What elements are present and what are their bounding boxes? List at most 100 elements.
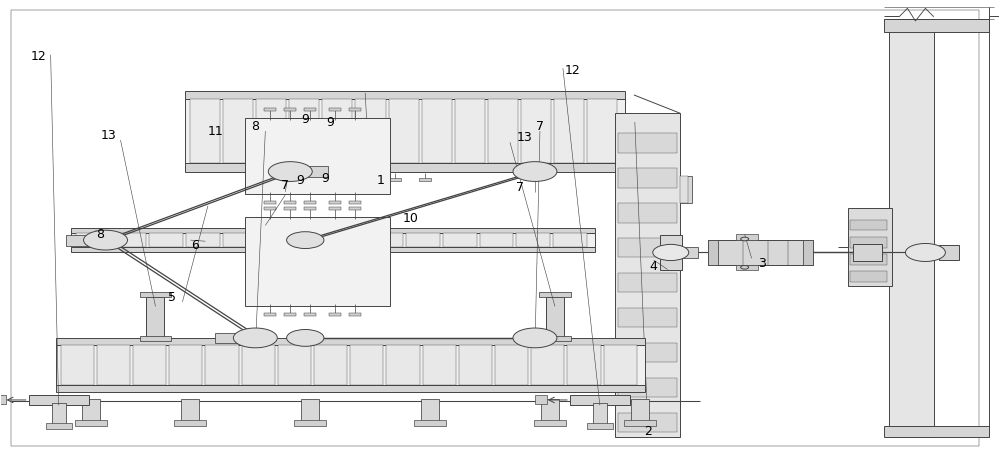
Bar xyxy=(46,423,72,429)
Bar xyxy=(304,313,316,316)
Bar xyxy=(284,108,296,111)
Bar xyxy=(301,400,319,421)
Text: 10: 10 xyxy=(402,212,418,225)
Bar xyxy=(215,332,237,343)
Bar xyxy=(205,345,239,385)
Bar xyxy=(264,207,276,210)
Bar xyxy=(296,233,330,247)
Bar xyxy=(329,108,341,111)
Bar xyxy=(56,338,645,345)
Bar xyxy=(149,233,183,247)
Bar xyxy=(682,247,698,258)
Bar xyxy=(631,400,649,421)
Bar xyxy=(406,233,440,247)
Circle shape xyxy=(653,244,689,261)
Text: 9: 9 xyxy=(296,174,304,187)
Bar xyxy=(884,426,989,437)
Bar xyxy=(604,345,637,385)
Bar xyxy=(223,99,253,163)
Bar xyxy=(303,166,328,177)
Bar xyxy=(66,235,88,245)
Bar xyxy=(618,308,677,327)
Bar xyxy=(186,233,220,247)
Bar xyxy=(71,228,595,233)
Bar xyxy=(245,118,390,194)
Text: 3: 3 xyxy=(758,257,766,270)
Bar xyxy=(736,235,758,240)
Circle shape xyxy=(741,237,749,241)
Bar xyxy=(71,233,595,247)
Bar xyxy=(708,240,718,265)
Bar xyxy=(75,420,107,426)
Bar xyxy=(680,176,692,203)
Bar xyxy=(76,233,109,247)
Bar xyxy=(349,108,361,111)
Bar xyxy=(355,99,386,163)
Bar xyxy=(294,420,326,426)
Bar xyxy=(535,396,547,404)
Bar xyxy=(414,420,446,426)
Bar xyxy=(245,216,390,306)
Bar xyxy=(618,343,677,363)
Text: 12: 12 xyxy=(31,51,47,64)
Text: 1: 1 xyxy=(376,174,384,187)
Bar xyxy=(541,400,559,421)
Bar xyxy=(553,233,587,247)
Text: 7: 7 xyxy=(516,181,524,194)
Bar xyxy=(570,396,630,405)
Bar xyxy=(259,233,293,247)
Bar xyxy=(850,271,887,282)
Bar xyxy=(736,265,758,271)
Bar xyxy=(29,396,89,405)
Bar xyxy=(587,423,613,429)
Circle shape xyxy=(513,328,557,348)
Bar xyxy=(539,292,571,298)
Bar xyxy=(329,201,341,204)
Bar xyxy=(140,292,171,298)
Bar xyxy=(304,201,316,204)
Text: 2: 2 xyxy=(644,425,652,438)
Bar xyxy=(386,345,420,385)
Bar xyxy=(680,176,688,203)
Bar xyxy=(624,420,656,426)
Bar xyxy=(660,235,682,270)
Bar xyxy=(546,298,564,338)
Bar xyxy=(284,207,296,210)
Text: 13: 13 xyxy=(517,131,533,144)
Bar xyxy=(71,247,595,253)
Bar xyxy=(256,99,286,163)
Bar xyxy=(419,178,431,181)
Bar xyxy=(349,207,361,210)
Bar xyxy=(539,336,571,341)
Circle shape xyxy=(513,161,557,181)
Text: 7: 7 xyxy=(536,120,544,133)
Bar xyxy=(264,201,276,204)
Bar xyxy=(278,345,311,385)
Text: 6: 6 xyxy=(191,239,199,252)
Circle shape xyxy=(287,232,324,249)
Bar xyxy=(314,345,347,385)
Bar xyxy=(423,345,456,385)
Bar xyxy=(389,178,401,181)
Bar xyxy=(169,345,202,385)
Circle shape xyxy=(741,266,749,269)
Text: 8: 8 xyxy=(97,228,105,241)
Bar xyxy=(264,108,276,111)
Bar xyxy=(618,203,677,222)
Bar xyxy=(56,345,645,385)
Bar xyxy=(223,233,256,247)
Bar xyxy=(455,99,485,163)
Bar xyxy=(299,178,311,181)
Bar xyxy=(495,345,528,385)
Bar xyxy=(618,273,677,292)
Bar xyxy=(350,345,383,385)
Bar xyxy=(389,99,419,163)
Bar xyxy=(112,233,146,247)
Bar xyxy=(185,91,625,99)
Bar xyxy=(349,313,361,316)
Bar xyxy=(516,233,550,247)
Bar xyxy=(146,298,164,338)
Text: 7: 7 xyxy=(281,179,289,192)
Text: 12: 12 xyxy=(565,64,581,77)
Bar xyxy=(554,99,584,163)
